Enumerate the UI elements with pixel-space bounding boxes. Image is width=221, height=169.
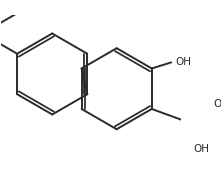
Text: O: O	[214, 99, 221, 109]
Text: OH: OH	[175, 57, 191, 67]
Text: OH: OH	[194, 144, 210, 154]
